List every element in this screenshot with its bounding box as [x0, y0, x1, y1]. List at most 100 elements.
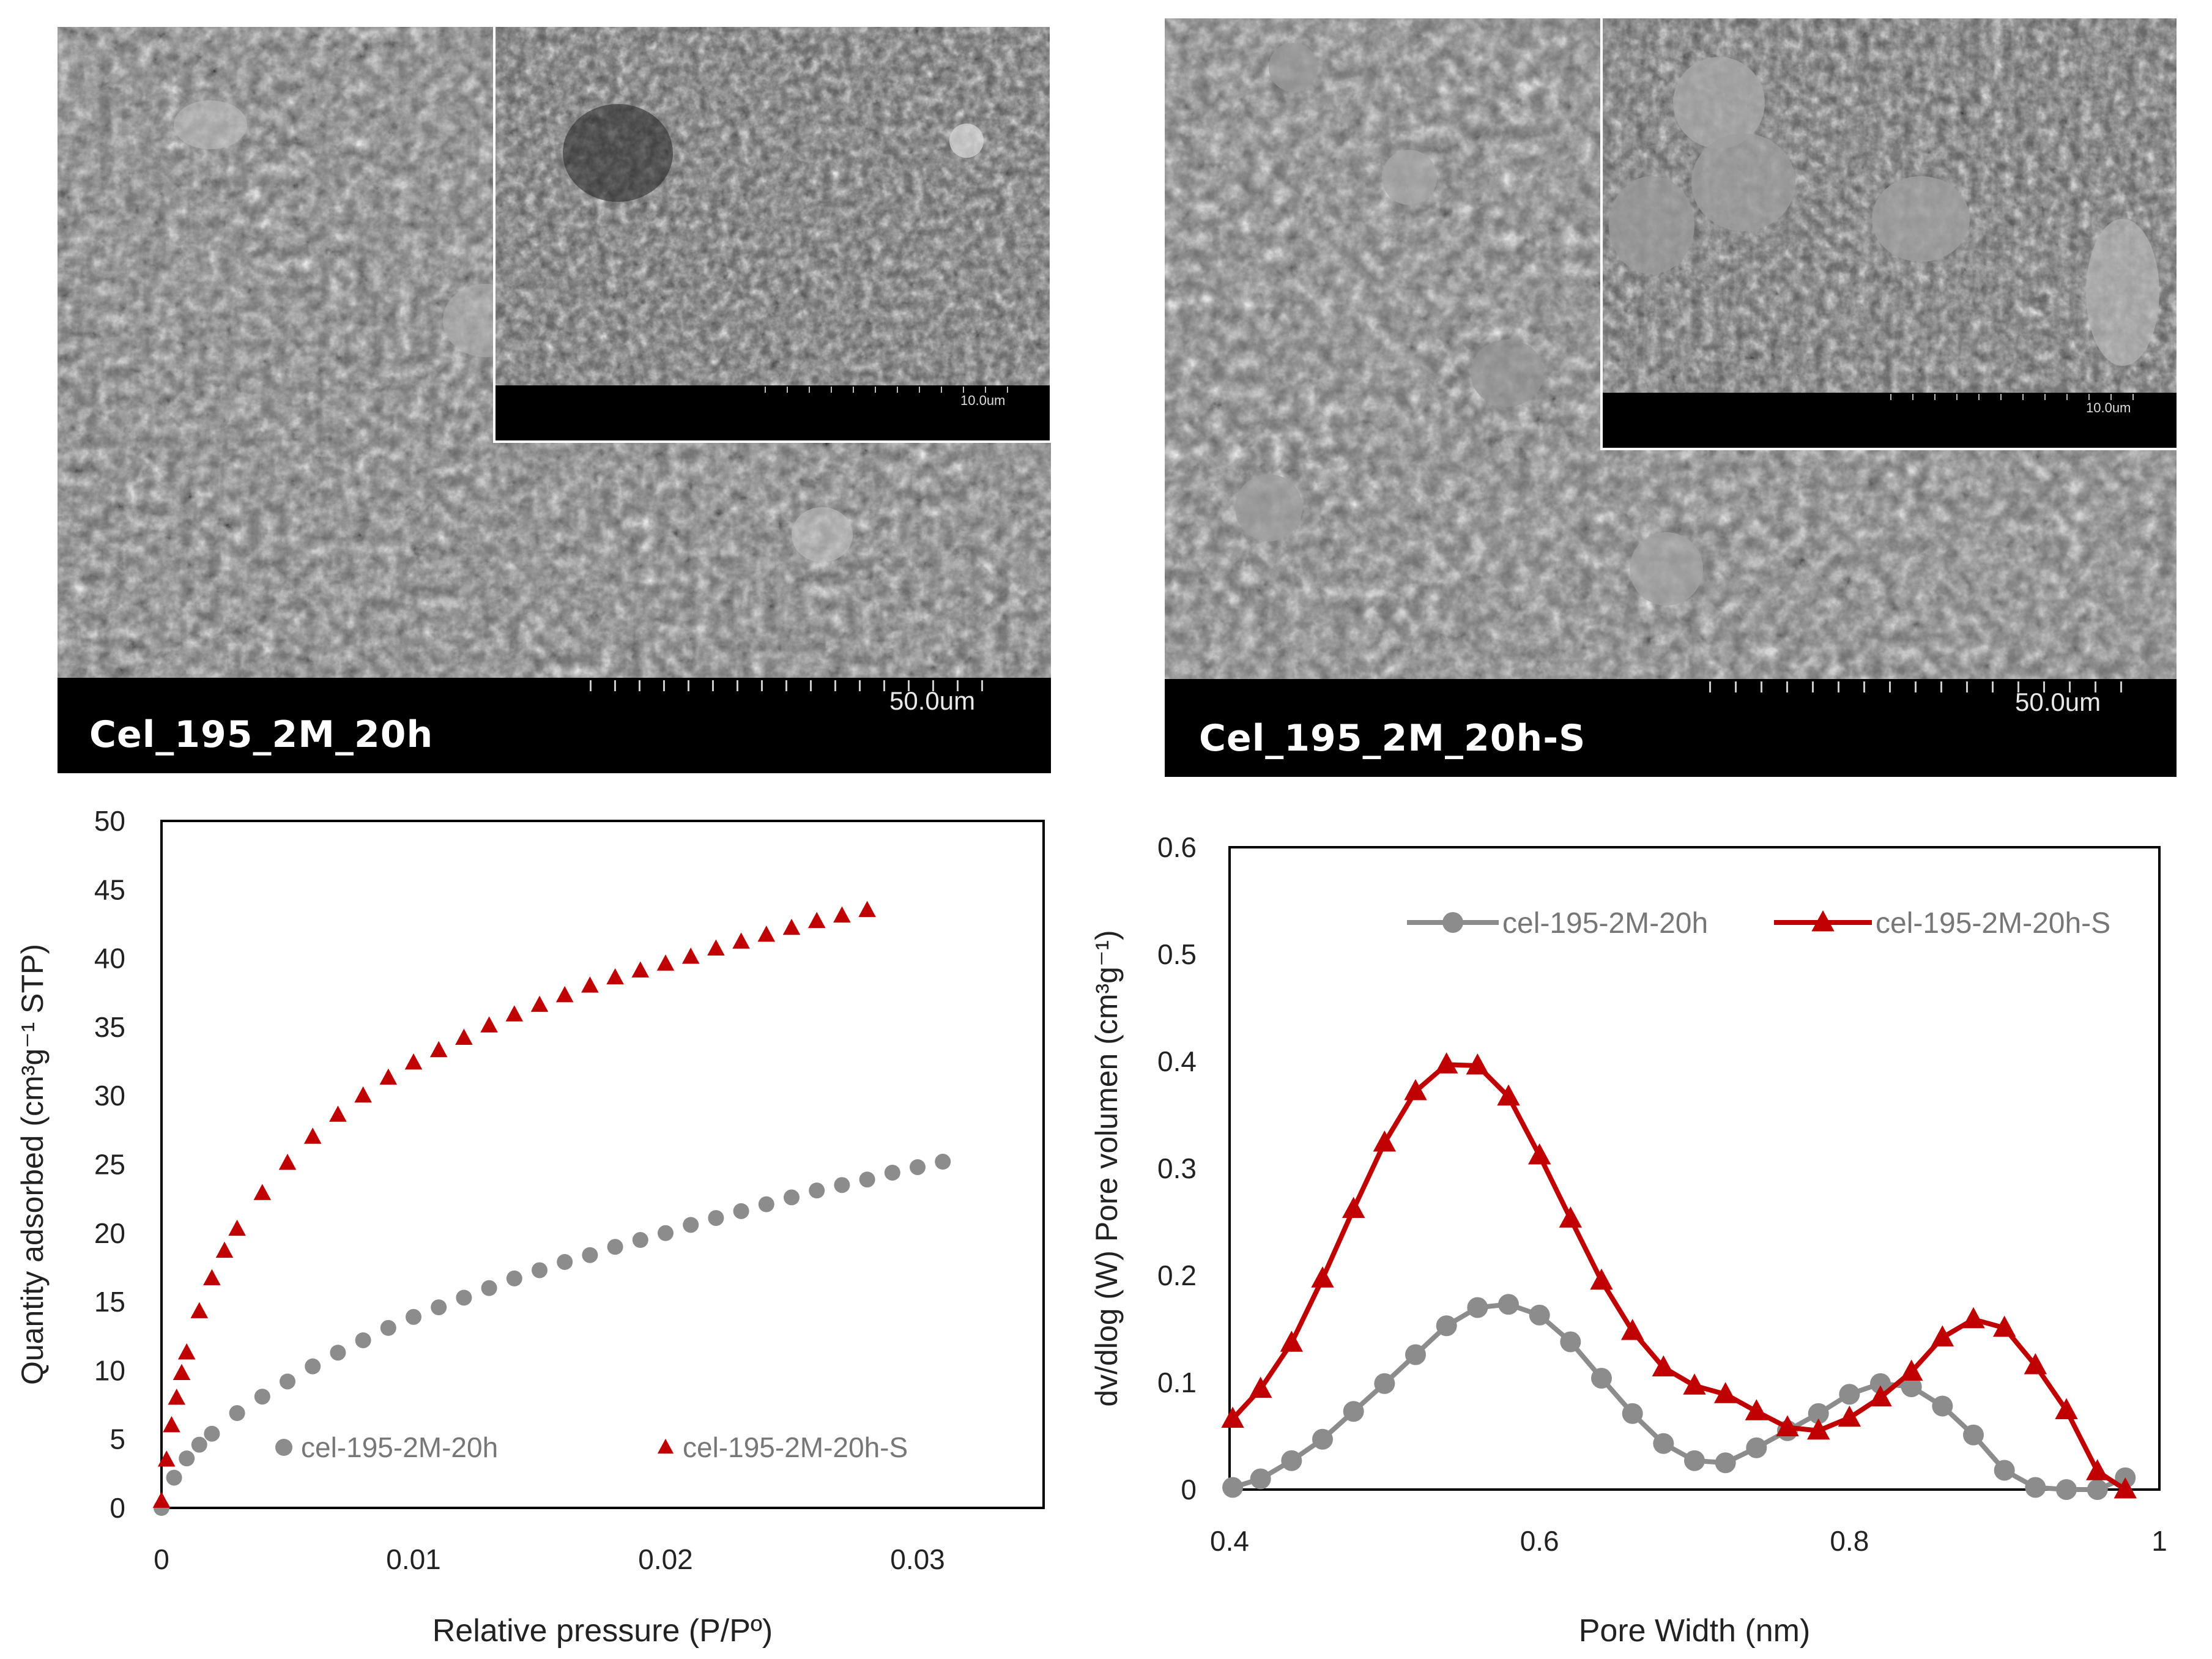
iso-point-gray: [809, 1182, 825, 1199]
iso-ytick-label: 0: [109, 1492, 125, 1524]
inset-scale-ticks-right: [1890, 394, 2147, 400]
iso-xtick-label: 0.01: [386, 1543, 441, 1575]
pore-point-red: [2024, 1353, 2047, 1375]
iso-point-red: [303, 1127, 322, 1144]
inset-scale-ticks-left: [765, 387, 1022, 393]
iso-point-red: [555, 985, 574, 1003]
iso-point-red: [379, 1068, 398, 1085]
iso-ytick-label: 35: [94, 1011, 125, 1043]
pore-xtick-label: 0.4: [1210, 1525, 1249, 1557]
scale-ticks-right: [1709, 681, 2125, 692]
iso-point-red: [833, 906, 851, 923]
iso-ytick-label: 45: [94, 874, 125, 905]
iso-ytick-label: 15: [94, 1286, 125, 1318]
pore-point-red: [1590, 1268, 1613, 1290]
iso-point-gray: [431, 1299, 447, 1316]
pore-ytick-label: 0.4: [1157, 1045, 1197, 1077]
iso-point-red: [278, 1153, 297, 1170]
iso-point-red: [606, 968, 624, 985]
iso-point-gray: [935, 1154, 951, 1170]
pore-distribution-chart: 0 0.1 0.2 0.3 0.4 0.5 0.6 0.4 0.6 0.8 1 Pore Width …: [1089, 831, 2167, 1649]
iso-point-gray: [506, 1270, 522, 1286]
iso-point-gray: [910, 1159, 926, 1175]
iso-point-gray: [733, 1203, 749, 1219]
pore-point-red: [1342, 1197, 1365, 1219]
pore-point-gray: [1498, 1294, 1519, 1315]
iso-point-red: [480, 1016, 498, 1033]
sem-info-bar-right: 50.0um Cel_195_2M_20h-S: [1165, 679, 2177, 777]
iso-point-red: [757, 926, 776, 942]
pore-point-gray: [1281, 1450, 1302, 1471]
pore-point-gray: [2087, 1479, 2108, 1500]
iso-point-red: [152, 1491, 171, 1508]
pore-point-red: [1221, 1406, 1244, 1428]
iso-point-gray: [191, 1436, 207, 1453]
pore-ytick-label: 0: [1181, 1474, 1197, 1505]
pore-point-gray: [1684, 1450, 1705, 1471]
pore-point-gray: [1870, 1373, 1891, 1394]
iso-point-gray: [557, 1253, 573, 1270]
iso-ytick-label: 30: [94, 1080, 125, 1112]
iso-point-gray: [280, 1373, 295, 1390]
iso-point-red: [404, 1053, 423, 1070]
sem-inset-left: 10.0um: [493, 27, 1051, 443]
iso-point-gray: [758, 1196, 774, 1212]
pore-point-gray: [1529, 1304, 1550, 1326]
iso-xtick-label: 0.02: [638, 1543, 693, 1575]
iso-point-red: [581, 976, 599, 993]
pore-point-gray: [1560, 1331, 1581, 1353]
iso-point-gray: [481, 1280, 497, 1296]
pore-series-line-1: [1231, 1062, 2127, 1492]
pore-point-red: [1497, 1084, 1520, 1106]
iso-point-red: [782, 918, 801, 935]
iso-point-gray: [406, 1308, 421, 1325]
pore-point-red: [1931, 1325, 1954, 1347]
iso-legend-marker-red: [657, 1438, 674, 1454]
pore-point-gray: [1312, 1428, 1333, 1450]
iso-point-red: [656, 954, 675, 971]
pore-point-red: [1404, 1078, 1427, 1100]
inset-info-bar-right: 10.0um: [1603, 393, 2177, 448]
iso-point-red: [858, 900, 876, 918]
inset-texture-left: [495, 27, 1050, 385]
pore-legend-marker-gray: [1442, 912, 1463, 933]
iso-point-gray: [380, 1319, 396, 1336]
iso-point-gray: [607, 1239, 623, 1255]
iso-ytick-label: 5: [109, 1423, 125, 1455]
pore-point-red: [1838, 1405, 1861, 1427]
pore-point-red: [1466, 1053, 1490, 1075]
pore-point-gray: [1436, 1315, 1457, 1337]
pore-point-red: [1249, 1376, 1272, 1398]
sem-info-bar-left: 50.0um Cel_195_2M_20h: [58, 678, 1051, 773]
inset-scale-label-left: 10.0um: [960, 393, 1006, 408]
pore-xtick-label: 0.6: [1520, 1525, 1559, 1557]
iso-point-gray: [166, 1469, 182, 1486]
iso-xtick-label: 0: [154, 1543, 169, 1575]
iso-point-red: [455, 1028, 473, 1045]
iso-point-gray: [456, 1290, 472, 1306]
iso-point-red: [707, 939, 725, 956]
pore-point-gray: [1653, 1433, 1674, 1454]
pore-legend-marker-red: [1811, 910, 1835, 932]
iso-point-red: [168, 1389, 186, 1405]
sample-label-right: Cel_195_2M_20h-S: [1199, 717, 1586, 760]
pore-point-red: [1899, 1359, 1923, 1381]
iso-ytick-label: 10: [94, 1354, 125, 1386]
pore-point-red: [1992, 1315, 2016, 1337]
pore-y-axis-title: dv/dlog (W) Pore volumen (cm³g⁻¹): [1089, 930, 1124, 1406]
pore-point-gray: [1405, 1344, 1426, 1365]
pore-point-red: [2114, 1477, 2137, 1499]
pore-point-red: [1620, 1318, 1644, 1340]
iso-point-red: [530, 995, 549, 1012]
sem-inset-right: 10.0um: [1600, 18, 2177, 450]
iso-point-gray: [582, 1247, 598, 1263]
iso-point-red: [190, 1302, 209, 1318]
pore-point-red: [2085, 1459, 2109, 1480]
pore-point-red: [1280, 1331, 1304, 1352]
iso-point-red: [505, 1005, 524, 1022]
pore-xtick-label: 1: [2151, 1525, 2167, 1557]
scale-bar-label-right: 50.0um: [2015, 688, 2101, 716]
pore-point-red: [1527, 1143, 1551, 1165]
sem-micrograph-right: 50.0um Cel_195_2M_20h-S 10.0um: [1165, 18, 2177, 777]
iso-point-gray: [859, 1171, 875, 1188]
